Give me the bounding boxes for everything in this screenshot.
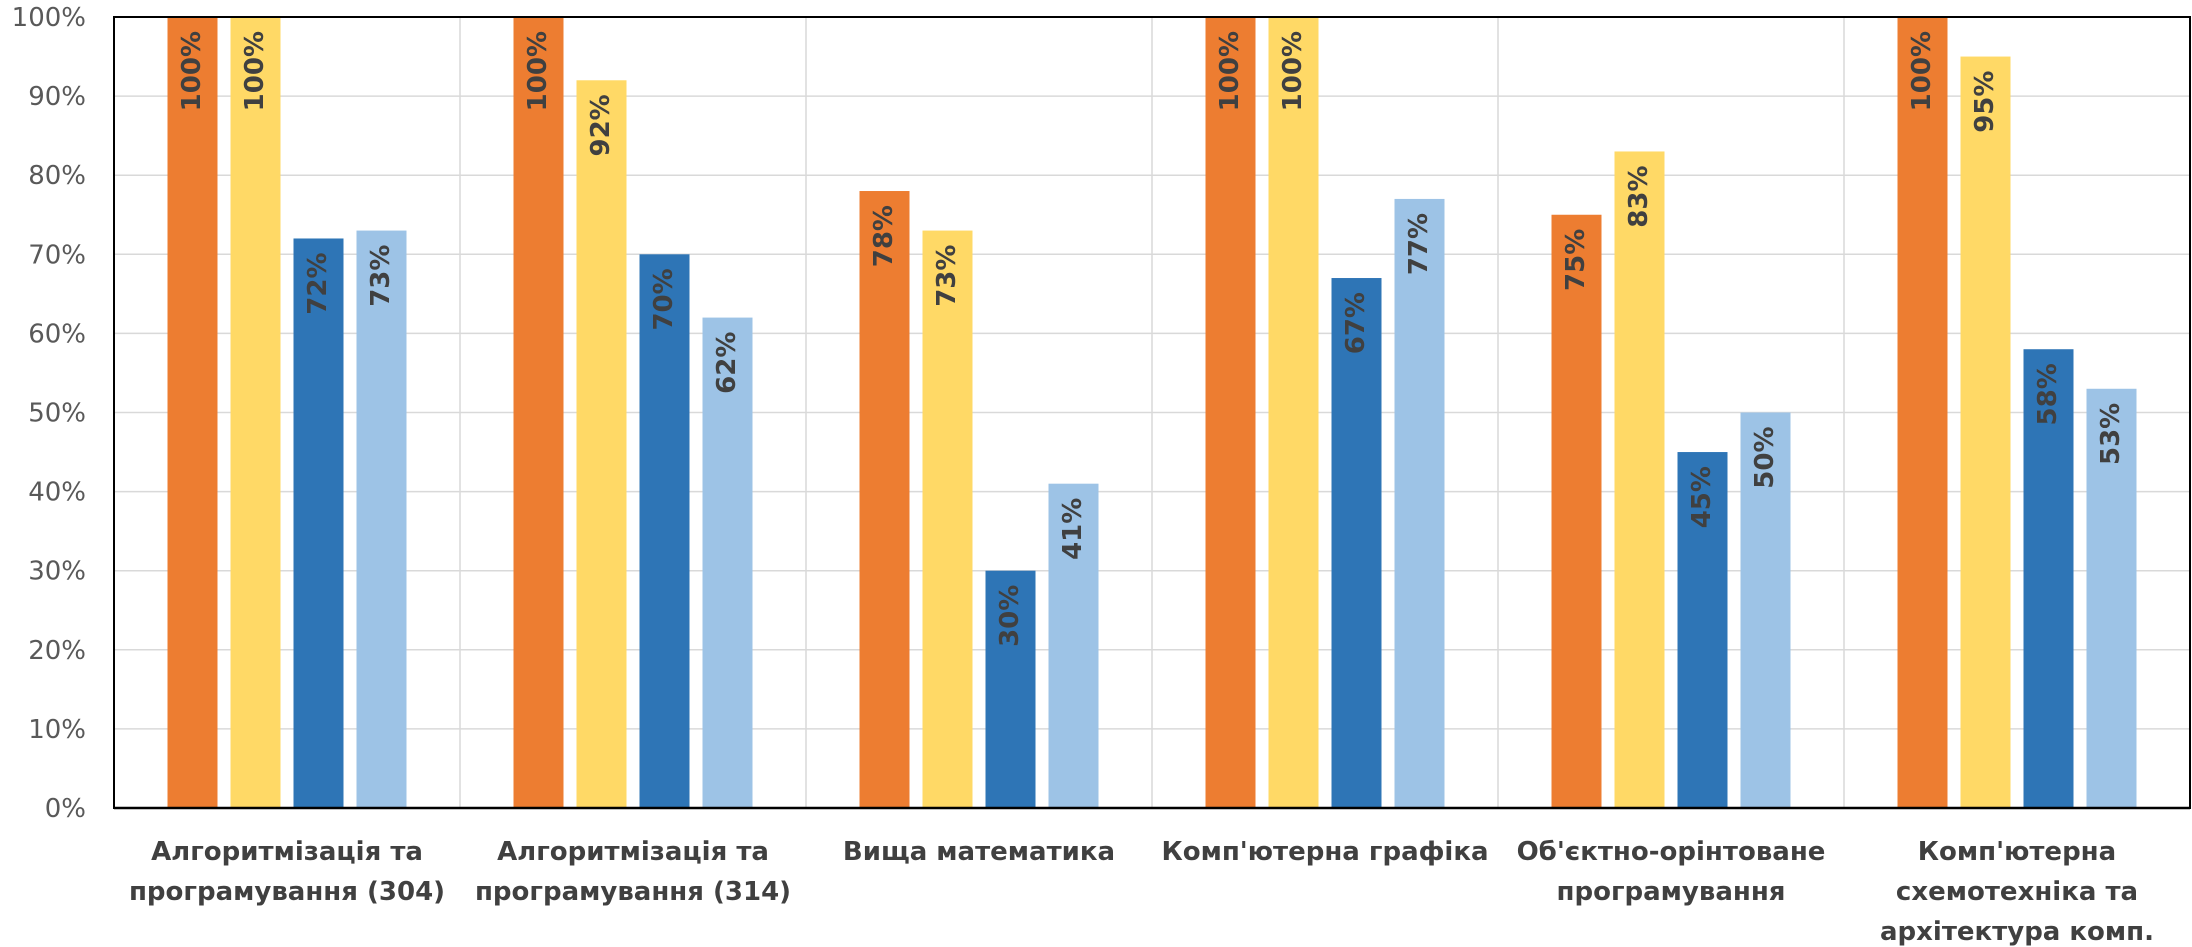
x-category-label: Об'єктно-орінтоване програмування [1517,837,1826,907]
bar [1740,412,1791,808]
bar [1677,452,1728,808]
bar [1205,17,1256,808]
bar [1268,17,1319,808]
y-tick-label: 100% [12,3,86,33]
bar [2086,388,2137,808]
y-tick-label: 80% [28,161,86,191]
bar-value-label: 67% [1341,292,1371,354]
bar-value-label: 73% [366,245,396,307]
bar-value-label: 30% [995,585,1025,647]
bar [1960,56,2011,809]
bar [230,17,281,808]
bar [2023,349,2074,808]
x-category-label: Алгоритмізація та програмування (314) [475,837,791,907]
bars [167,17,2137,809]
x-axis: Алгоритмізація та програмування (304) Алго… [114,806,2190,947]
bar [922,230,973,808]
bar [1394,198,1445,808]
bar [1897,17,1948,808]
bar-value-label: 95% [1970,71,2000,133]
bar [1048,483,1099,808]
bar-value-label: 78% [869,205,899,267]
bar-value-label: 62% [712,332,742,394]
bar-value-label: 73% [932,245,962,307]
y-tick-label: 20% [28,636,86,666]
gridlines [114,17,2190,808]
bar [1551,214,1602,808]
bar-value-label: 83% [1624,165,1654,227]
x-category-label: Комп'ютерна графіка [1161,837,1488,867]
bar-value-label: 100% [177,31,207,111]
y-tick-label: 0% [45,794,86,824]
bar-value-label: 45% [1687,466,1717,528]
bar [702,317,753,808]
bar-value-label: 100% [1215,31,1245,111]
bar [513,17,564,808]
bar [985,570,1036,808]
data-labels: 100% 100% 72% 73% 100% 92% 70% 62% 78% 73% 30% 41% 1… [177,31,2126,647]
bar-value-label: 100% [523,31,553,111]
bar-value-label: 75% [1561,229,1591,291]
y-tick-label: 10% [28,715,86,745]
bar [576,80,627,808]
bar-value-label: 77% [1404,213,1434,275]
bar [293,238,344,809]
y-tick-label: 40% [28,478,86,508]
y-tick-label: 70% [28,240,86,270]
bar-value-label: 53% [2096,403,2126,465]
y-tick-label: 60% [28,319,86,349]
bar [167,17,218,808]
bar-value-label: 72% [303,252,333,314]
x-category-label: Комп'ютерна схемотехніка та архітектура ко… [1880,837,2154,947]
y-tick-label: 50% [28,399,86,429]
bar-value-label: 100% [240,31,270,111]
bar-value-label: 100% [1907,31,1937,111]
x-category-label: Алгоритмізація та програмування (304) [129,837,445,907]
bar-value-label: 70% [649,268,679,330]
plot-frame [113,16,2191,809]
y-tick-label: 30% [28,557,86,587]
y-tick-label: 90% [28,82,86,112]
x-category-label: Вища математика [843,837,1115,867]
bar [1331,278,1382,808]
bar [356,230,407,808]
y-axis: 0% 10% 20% 30% 40% 50% 60% 70% 80% 90% 100% [12,3,86,824]
bar-value-label: 100% [1278,31,1308,111]
bar-value-label: 92% [586,94,616,156]
bar [639,254,690,809]
bar [1614,151,1665,809]
bar-value-label: 58% [2033,363,2063,425]
bar [859,191,910,808]
bar-value-label: 50% [1750,427,1780,489]
bar-value-label: 41% [1058,498,1088,560]
